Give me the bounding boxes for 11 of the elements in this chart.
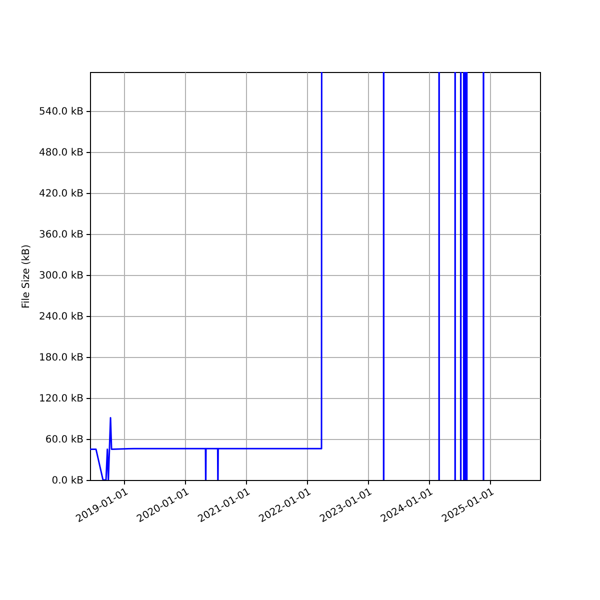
y-tick-label: 60.0 kB: [45, 434, 84, 446]
y-tick-label: 180.0 kB: [39, 352, 84, 364]
y-tick-label: 240.0 kB: [39, 311, 84, 322]
y-tick-label: 420.0 kB: [39, 188, 84, 200]
y-axis-title: File Size (kB): [21, 244, 32, 309]
y-tick-label: 120.0 kB: [39, 393, 84, 404]
y-tick-label: 360.0 kB: [39, 229, 84, 240]
y-tick-label: 0.0 kB: [52, 476, 84, 486]
y-tick-label: 540.0 kB: [39, 106, 84, 118]
y-tick-label: 300.0 kB: [39, 270, 84, 282]
y-tick-label: 480.0 kB: [39, 147, 84, 158]
